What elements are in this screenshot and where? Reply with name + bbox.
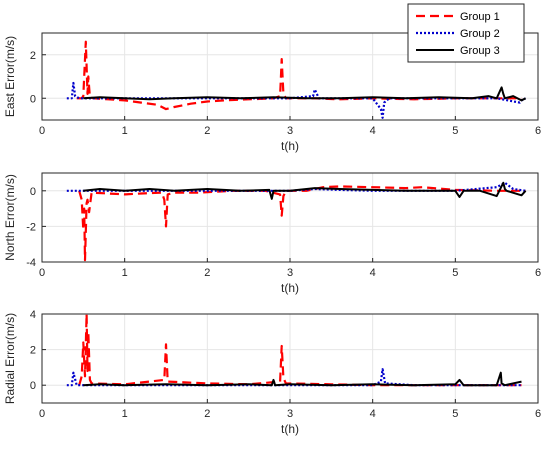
series-line-group-3 bbox=[83, 181, 527, 200]
x-tick-label: 5 bbox=[452, 408, 458, 420]
legend-label-group-1: Group 1 bbox=[460, 11, 500, 23]
y-tick-label: -4 bbox=[26, 257, 36, 269]
x-axis-label: t(h) bbox=[281, 422, 299, 436]
series-line-group-3 bbox=[83, 86, 527, 102]
y-tick-label: 4 bbox=[30, 309, 36, 321]
x-tick-label: 0 bbox=[39, 267, 45, 279]
y-tick-label: -2 bbox=[26, 221, 36, 233]
chart-panel-3: 0 1 2 3 4 5 6 0 2 4 t(h) Radial Error(m/s) bbox=[3, 309, 541, 436]
y-tick-label: 0 bbox=[30, 186, 36, 198]
x-tick-label: 3 bbox=[287, 125, 293, 137]
y-tick-label: 0 bbox=[30, 380, 36, 392]
y-axis-label: East Error(m/s) bbox=[3, 36, 17, 117]
x-tick-label: 4 bbox=[370, 125, 376, 137]
series-line-group-3 bbox=[83, 371, 522, 387]
x-tick-label: 3 bbox=[287, 408, 293, 420]
x-tick-label: 1 bbox=[122, 267, 128, 279]
x-tick-label: 1 bbox=[122, 125, 128, 137]
y-tick-label: 2 bbox=[30, 50, 36, 62]
x-tick-label: 6 bbox=[535, 125, 541, 137]
x-tick-label: 5 bbox=[452, 267, 458, 279]
series-line-group-2 bbox=[66, 81, 527, 119]
x-tick-label: 1 bbox=[122, 408, 128, 420]
x-tick-label: 2 bbox=[204, 125, 210, 137]
series-line-group-1 bbox=[78, 185, 526, 262]
x-tick-label: 4 bbox=[370, 408, 376, 420]
y-tick-label: 2 bbox=[30, 345, 36, 357]
legend: Group 1 Group 2 Group 3 bbox=[407, 3, 525, 63]
x-tick-label: 3 bbox=[287, 267, 293, 279]
y-tick-label: 0 bbox=[30, 93, 36, 105]
legend-label-group-3: Group 3 bbox=[460, 45, 500, 57]
x-tick-label: 5 bbox=[452, 125, 458, 137]
chart-panel-2: 0 1 2 3 4 5 6 -4 -2 0 t(h) North Error(m/s) bbox=[3, 172, 541, 295]
y-axis-label: Radial Error(m/s) bbox=[3, 313, 17, 404]
series-group bbox=[66, 314, 522, 387]
x-tick-label: 0 bbox=[39, 125, 45, 137]
x-tick-label: 4 bbox=[370, 267, 376, 279]
x-tick-label: 2 bbox=[204, 267, 210, 279]
y-axis-label: North Error(m/s) bbox=[3, 174, 17, 261]
legend-label-group-2: Group 2 bbox=[460, 28, 500, 40]
x-tick-label: 0 bbox=[39, 408, 45, 420]
x-axis-label: t(h) bbox=[281, 139, 299, 153]
series-group bbox=[66, 40, 527, 119]
x-tick-label: 6 bbox=[535, 408, 541, 420]
legend-box bbox=[407, 3, 525, 63]
x-axis-label: t(h) bbox=[281, 281, 299, 295]
x-tick-label: 2 bbox=[204, 408, 210, 420]
x-tick-label: 6 bbox=[535, 267, 541, 279]
series-group bbox=[66, 181, 527, 262]
